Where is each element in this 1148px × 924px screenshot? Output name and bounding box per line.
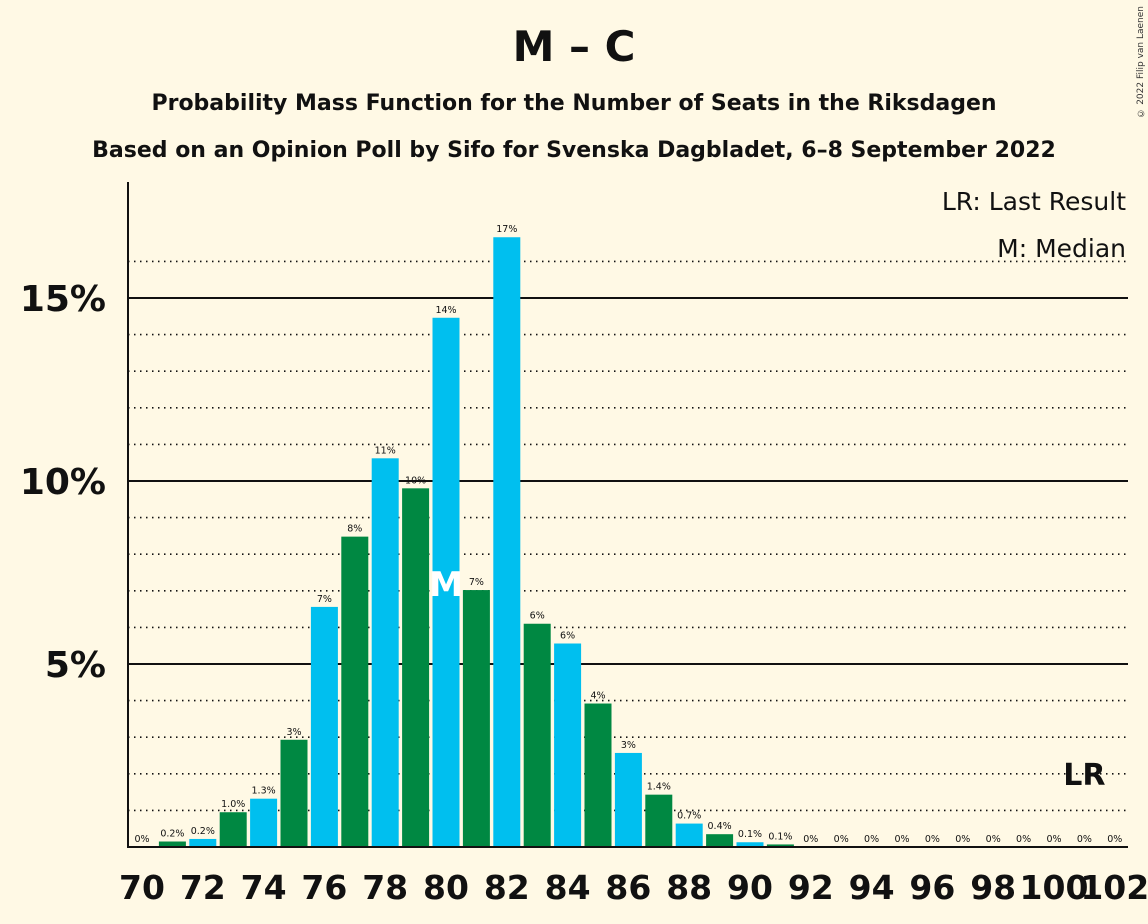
bar-value-label: 0.1% [768, 831, 792, 842]
x-tick-label: 80 [423, 868, 469, 907]
bar-value-label: 10% [405, 475, 426, 486]
bar-value-label: 1.4% [647, 782, 671, 793]
bar-value-label: 0.1% [738, 829, 762, 840]
bar-value-label: 0% [955, 834, 970, 845]
y-tick-label: 10% [20, 462, 106, 503]
bar-value-label: 3% [286, 727, 301, 738]
x-tick-label: 86 [605, 868, 651, 907]
x-tick-label: 96 [909, 868, 955, 907]
last-result-marker: LR [1063, 758, 1105, 793]
bar [341, 536, 369, 847]
bar [523, 623, 551, 847]
bar [371, 458, 399, 847]
bar [675, 823, 703, 847]
legend-last-result: LR: Last Result [942, 187, 1126, 216]
bar-value-label: 0% [803, 834, 818, 845]
x-tick-label: 98 [970, 868, 1016, 907]
bar [432, 317, 460, 847]
bar-value-label: 6% [560, 631, 575, 642]
bar [280, 739, 308, 847]
bar-value-label: 11% [375, 445, 396, 456]
bar-value-label: 0% [986, 834, 1001, 845]
bar-value-label: 1.0% [221, 799, 245, 810]
bar [250, 798, 278, 847]
x-tick-label: 70 [119, 868, 165, 907]
x-tick-label: 76 [301, 868, 347, 907]
bar-value-label: 1.3% [252, 786, 276, 797]
median-marker: M [429, 565, 463, 605]
bar-value-label: 0% [1016, 834, 1031, 845]
bar-value-label: 0.4% [708, 821, 732, 832]
x-tick-label: 84 [545, 868, 591, 907]
bar [554, 643, 582, 847]
bar-value-label: 4% [590, 691, 605, 702]
x-tick-label: 88 [666, 868, 712, 907]
bar-value-label: 0% [894, 834, 909, 845]
bar-value-label: 0.2% [160, 829, 184, 840]
bar-value-label: 0% [1046, 834, 1061, 845]
x-tick-label: 74 [241, 868, 287, 907]
bar-value-label: 0.7% [677, 811, 701, 822]
bar-value-label: 17% [496, 224, 517, 235]
bar-value-label: 14% [435, 305, 456, 316]
bar [584, 703, 612, 847]
x-tick-label: 72 [180, 868, 226, 907]
bar [493, 237, 521, 847]
x-tick-label: 90 [727, 868, 773, 907]
bar-value-label: 0% [834, 834, 849, 845]
bar [462, 590, 490, 847]
bar [614, 752, 642, 847]
bar-value-label: 8% [347, 524, 362, 535]
y-tick-label: 5% [45, 645, 106, 686]
bar-value-label: 0% [864, 834, 879, 845]
bar-value-label: 0% [134, 834, 149, 845]
x-tick-label: 82 [484, 868, 530, 907]
bar-value-label: 6% [530, 611, 545, 622]
x-tick-label: 94 [849, 868, 895, 907]
bar [189, 838, 217, 847]
bar-value-label: 7% [469, 577, 484, 588]
bar [310, 606, 338, 847]
legend-median: M: Median [997, 234, 1126, 263]
x-tick-label: 78 [362, 868, 408, 907]
bar-value-label: 0% [1077, 834, 1092, 845]
bar-value-label: 3% [621, 740, 636, 751]
chart-subtitle: Probability Mass Function for the Number… [151, 91, 997, 116]
y-tick-label: 15% [20, 279, 106, 320]
bar [766, 844, 794, 847]
bar [158, 841, 186, 847]
x-tick-label: 102 [1080, 868, 1148, 907]
x-tick-label: 100 [1020, 868, 1089, 907]
bar-value-label: 7% [317, 594, 332, 605]
bar-value-label: 0.2% [191, 826, 215, 837]
bar [219, 812, 247, 847]
bar [402, 488, 430, 847]
bar-value-label: 0% [1107, 834, 1122, 845]
x-tick-label: 92 [788, 868, 834, 907]
chart-source-subtitle: Based on an Opinion Poll by Sifo for Sve… [92, 138, 1056, 163]
chart-title: M – C [512, 22, 636, 71]
bar-value-label: 0% [925, 834, 940, 845]
bar [706, 834, 734, 847]
bar [736, 842, 764, 847]
bar [645, 794, 673, 847]
